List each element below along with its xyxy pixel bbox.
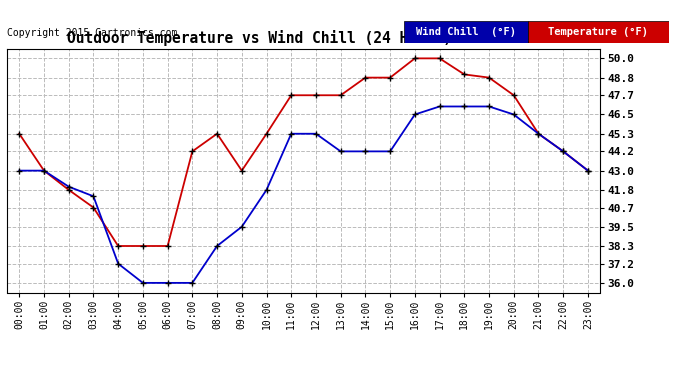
Text: Temperature (°F): Temperature (°F) xyxy=(549,27,649,37)
Text: Copyright 2015 Cartronics.com: Copyright 2015 Cartronics.com xyxy=(7,28,177,38)
Bar xyxy=(528,21,669,43)
Bar xyxy=(404,21,528,43)
Title: Outdoor Temperature vs Wind Chill (24 Hours)  20150513: Outdoor Temperature vs Wind Chill (24 Ho… xyxy=(68,30,540,46)
Text: Wind Chill  (°F): Wind Chill (°F) xyxy=(416,27,516,37)
